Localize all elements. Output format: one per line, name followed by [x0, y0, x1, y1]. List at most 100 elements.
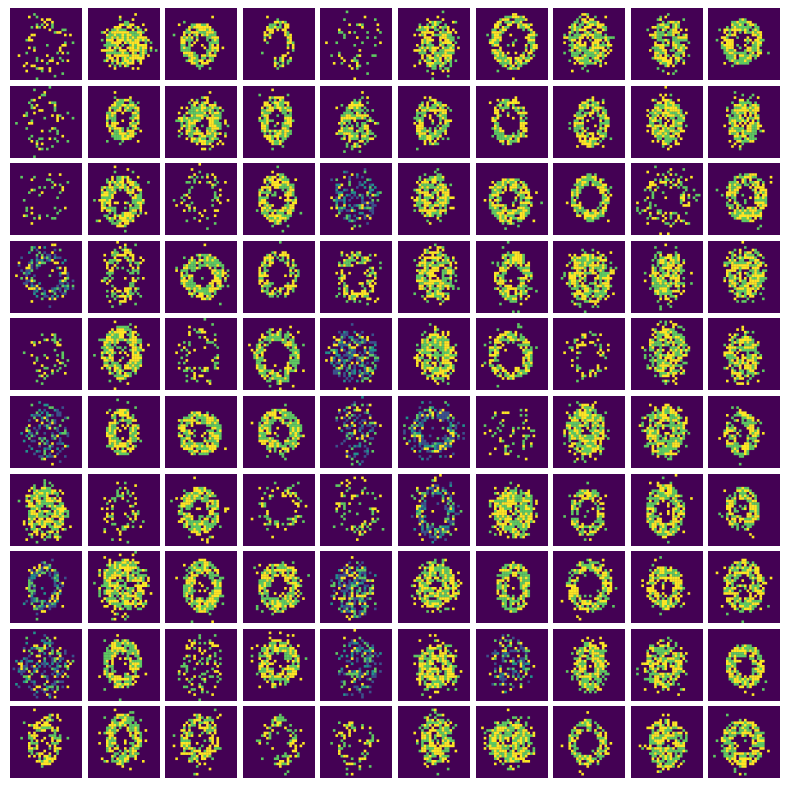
digit-sample-pixels	[566, 636, 610, 694]
digit-sample-tile	[475, 396, 548, 468]
digit-sample-pixels	[635, 165, 701, 236]
digit-sample-pixels	[403, 401, 465, 461]
digit-sample-pixels	[563, 13, 615, 73]
digit-sample-tile	[87, 551, 160, 624]
digit-sample-tile	[708, 551, 781, 624]
digit-sample-tile	[10, 706, 82, 779]
digit-sample-pixels	[105, 90, 142, 145]
digit-sample-pixels	[22, 333, 70, 386]
digit-sample-pixels	[718, 406, 766, 466]
digit-sample-tile	[165, 396, 238, 468]
digit-sample-pixels	[175, 243, 230, 306]
digit-sample-tile	[398, 628, 470, 701]
digit-sample-tile	[398, 396, 470, 468]
digit-sample-tile	[242, 318, 315, 391]
digit-sample-pixels	[563, 331, 610, 383]
digit-sample-pixels	[480, 323, 538, 388]
digit-sample-tile	[87, 8, 160, 80]
digit-sample-pixels	[413, 708, 458, 776]
digit-sample-tile	[242, 396, 315, 468]
digit-sample-tile	[10, 8, 82, 80]
digit-sample-tile	[10, 163, 82, 236]
digit-sample-tile	[630, 240, 703, 313]
digit-sample-pixels	[646, 473, 693, 544]
digit-sample-pixels	[255, 714, 305, 776]
digit-sample-tile	[398, 163, 470, 236]
digit-sample-pixels	[563, 481, 608, 541]
digit-sample-pixels	[643, 243, 693, 311]
digit-sample-pixels	[258, 88, 295, 150]
digit-sample-pixels	[255, 165, 302, 233]
digit-sample-pixels	[22, 558, 67, 621]
digit-sample-tile	[87, 240, 160, 313]
digit-sample-pixels	[410, 558, 463, 613]
digit-sample-pixels	[638, 714, 688, 774]
digit-sample-tile	[553, 551, 626, 624]
digit-sample-pixels	[17, 13, 75, 80]
digit-sample-pixels	[335, 251, 383, 306]
digit-sample-pixels	[330, 168, 383, 231]
digit-sample-pixels	[20, 708, 70, 769]
digit-sample-pixels	[480, 708, 535, 771]
digit-sample-pixels	[250, 631, 308, 688]
digit-sample-tile	[10, 551, 82, 624]
digit-sample-tile	[165, 85, 238, 158]
digit-sample-tile	[553, 8, 626, 80]
digit-sample-pixels	[178, 633, 222, 701]
digit-sample-tile	[242, 628, 315, 701]
digit-sample-tile	[630, 318, 703, 391]
digit-sample-pixels	[713, 714, 771, 776]
digit-sample-pixels	[716, 558, 773, 624]
digit-sample-tile	[553, 628, 626, 701]
digit-sample-tile	[398, 240, 470, 313]
digit-sample-tile	[475, 628, 548, 701]
digit-sample-pixels	[170, 476, 230, 544]
digit-sample-tile	[320, 318, 393, 391]
digit-sample-pixels	[172, 15, 225, 70]
digit-sample-tile	[87, 706, 160, 779]
digit-sample-tile	[475, 85, 548, 158]
digit-sample-pixels	[410, 473, 463, 544]
digit-sample-tile	[165, 628, 238, 701]
digit-sample-tile	[320, 396, 393, 468]
digit-sample-tile	[630, 163, 703, 236]
digit-sample-pixels	[413, 243, 460, 306]
digit-sample-tile	[242, 85, 315, 158]
digit-sample-tile	[87, 318, 160, 391]
digit-sample-pixels	[335, 396, 383, 466]
digit-sample-pixels	[641, 556, 690, 616]
digit-sample-pixels	[496, 561, 530, 613]
digit-sample-tile	[475, 163, 548, 236]
digit-sample-pixels	[260, 15, 295, 70]
digit-sample-pixels	[172, 708, 222, 776]
digit-sample-tile	[630, 473, 703, 546]
digit-sample-pixels	[325, 10, 383, 80]
digit-sample-tile	[630, 628, 703, 701]
digit-sample-pixels	[97, 633, 147, 701]
digit-sample-pixels	[253, 561, 310, 616]
digit-sample-tile	[242, 473, 315, 546]
digit-sample-tile	[398, 706, 470, 779]
digit-sample-pixels	[92, 165, 150, 233]
digit-sample-pixels	[92, 320, 150, 391]
digit-sample-pixels	[483, 178, 543, 231]
digit-sample-tile	[165, 163, 238, 236]
digit-sample-tile	[475, 473, 548, 546]
digit-sample-pixels	[100, 481, 145, 544]
digit-sample-pixels	[635, 636, 688, 696]
digit-sample-pixels	[716, 18, 771, 68]
digit-sample-tile	[10, 318, 82, 391]
digit-sample-tile	[553, 318, 626, 391]
digit-sample-tile	[708, 318, 781, 391]
digit-sample-pixels	[20, 173, 70, 225]
digit-sample-pixels	[723, 326, 766, 386]
digit-sample-pixels	[485, 633, 535, 694]
digit-sample-pixels	[718, 486, 760, 538]
digit-sample-pixels	[333, 476, 385, 541]
digit-sample-tile	[320, 240, 393, 313]
digit-sample-pixels	[560, 558, 618, 621]
digit-sample-tile	[320, 706, 393, 779]
digit-sample-pixels	[335, 628, 383, 699]
digit-sample-pixels	[488, 481, 538, 538]
digit-sample-tile	[320, 8, 393, 80]
